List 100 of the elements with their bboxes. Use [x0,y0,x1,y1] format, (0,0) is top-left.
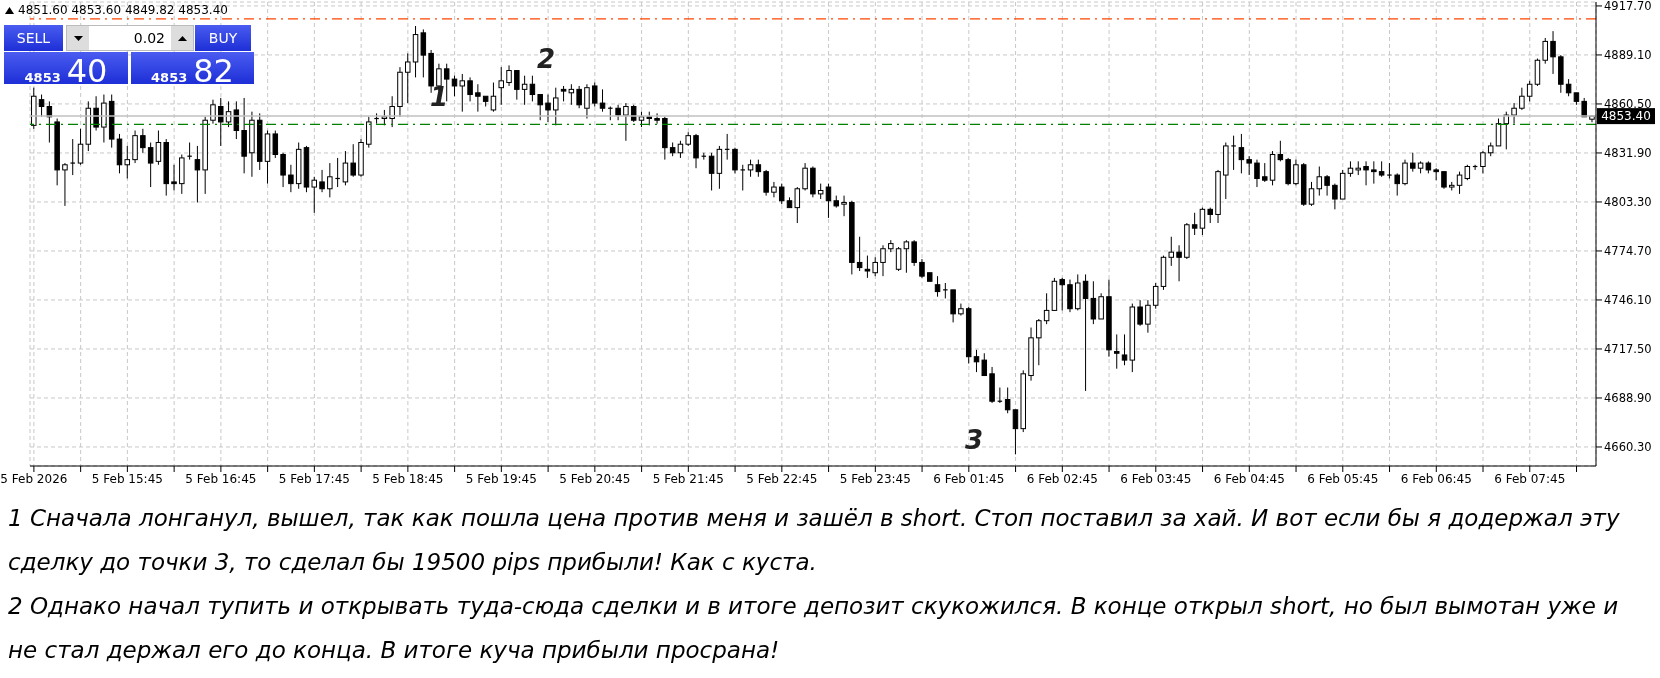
candlestick [420,28,427,78]
candlestick [856,236,863,272]
candlestick [132,130,138,164]
candlestick [1410,152,1416,173]
candlestick [233,100,240,140]
candlestick [1176,244,1182,282]
annotation: 3 [965,425,984,455]
candlestick [521,75,528,106]
candlestick [825,183,832,219]
candlestick [1098,292,1104,320]
candlestick [802,162,808,191]
x-tick-label: 5 Feb 22:45 [746,471,818,486]
y-tick-label: 4803.30 [1604,195,1652,210]
x-tick-label: 5 Feb 17:45 [278,471,350,486]
candlestick [1363,160,1369,186]
candlestick [693,133,699,169]
candlestick [451,75,458,97]
candlestick [981,352,988,377]
candlestick [1511,102,1517,125]
candlestick [864,255,871,279]
candlestick [1238,133,1245,174]
candlestick [599,88,606,113]
candlestick [514,70,520,101]
candlestick [155,130,162,166]
y-tick-label: 4889.10 [1604,48,1652,63]
candlestick [903,239,910,274]
x-tick-label: 5 Feb 20:45 [559,471,631,486]
candlestick [350,143,356,178]
candlestick [459,73,466,113]
candlestick [1121,333,1128,366]
candlestick [467,76,473,102]
candlestick [38,94,45,118]
candlestick [895,246,902,272]
text: 2 Однако начал тупить и открывать туда-сюда сделки и в итоге депозит скукожился. В конце открыл short, но был вымотан уже и не стал держал его до конца. В итоге куча прибыли просрана! [8,592,1620,665]
candlestick [973,349,980,373]
candlestick [1293,159,1299,186]
candlestick [405,52,411,104]
candlestick [280,152,286,188]
candlestick [1324,174,1330,197]
candlestick [1254,159,1260,188]
annotation: 40 [66,52,108,90]
candlestick [1456,171,1463,195]
y-tick-label: 4717.50 [1604,342,1652,357]
x-tick-label: 6 Feb 04:45 [1213,471,1285,486]
candlestick [950,289,956,323]
candlestick [537,94,543,121]
x-tick-label: 6 Feb 02:45 [1026,471,1098,486]
candlestick [911,239,917,267]
annotation: 0.02 [132,30,166,46]
candlestick [1004,387,1011,414]
candlestick [553,87,559,126]
candlestick [77,128,84,166]
candlestick [771,181,777,198]
y-tick-label: 4746.10 [1604,293,1652,308]
candlestick [319,169,325,193]
candlestick [1113,333,1120,370]
number-spinner: 0.02 [66,25,194,51]
x-tick-label: 5 Feb 16:45 [185,471,257,486]
candlestick [568,83,575,106]
candlestick [794,186,801,224]
candlestick [1534,58,1541,87]
candlestick [506,64,512,87]
candlestick [62,162,68,207]
candlestick [1043,292,1050,325]
text: 1 Сначала лонганул, вышел, так как пошла цена против меня и зашёл в short. Стоп поставил за хай. И вот если бы я додержал эту сделку до точки 3, то сделал бы 19500 pips прибыли! Как с куста. [8,504,1621,577]
x-tick-label: 5 Feb 23:45 [839,471,911,486]
candlestick [1542,37,1548,65]
candlestick [1090,280,1097,325]
annotation: BUY [195,25,251,51]
candlestick [498,66,504,106]
x-tick-label: 5 Feb 18:45 [372,471,444,486]
candlestick [342,150,349,186]
candlestick [1246,155,1252,176]
ref-line-label: 4853.40 [1601,109,1651,124]
candlestick [934,275,941,298]
candlestick [1316,165,1323,197]
x-tick-label: 6 Feb 06:45 [1400,471,1472,486]
candlestick [654,112,660,125]
candlestick [529,75,536,102]
candlestick [778,183,785,205]
candlestick [1285,157,1291,186]
candlestick [1402,159,1408,186]
x-tick-label: 5 Feb 21:45 [652,471,724,486]
candlestick [218,97,224,147]
candlestick [919,258,925,279]
x-tick-label: 5 Feb 15:45 [91,471,163,486]
y-tick-label: 4688.90 [1604,391,1652,406]
candlestick [194,145,201,203]
candlestick [841,195,847,217]
x-tick-label: 5 Feb 19:45 [465,471,537,486]
candlestick [739,164,746,191]
candlestick [443,63,450,102]
candlestick [1082,273,1089,392]
candlestick [334,157,341,188]
candlestick [272,130,279,159]
x-tick-label: 6 Feb 03:45 [1120,471,1192,486]
x-tick-label: 5 Feb 2026 [0,471,68,486]
candlestick [872,256,878,277]
candlestick [763,169,769,197]
candlestick [1277,140,1284,162]
